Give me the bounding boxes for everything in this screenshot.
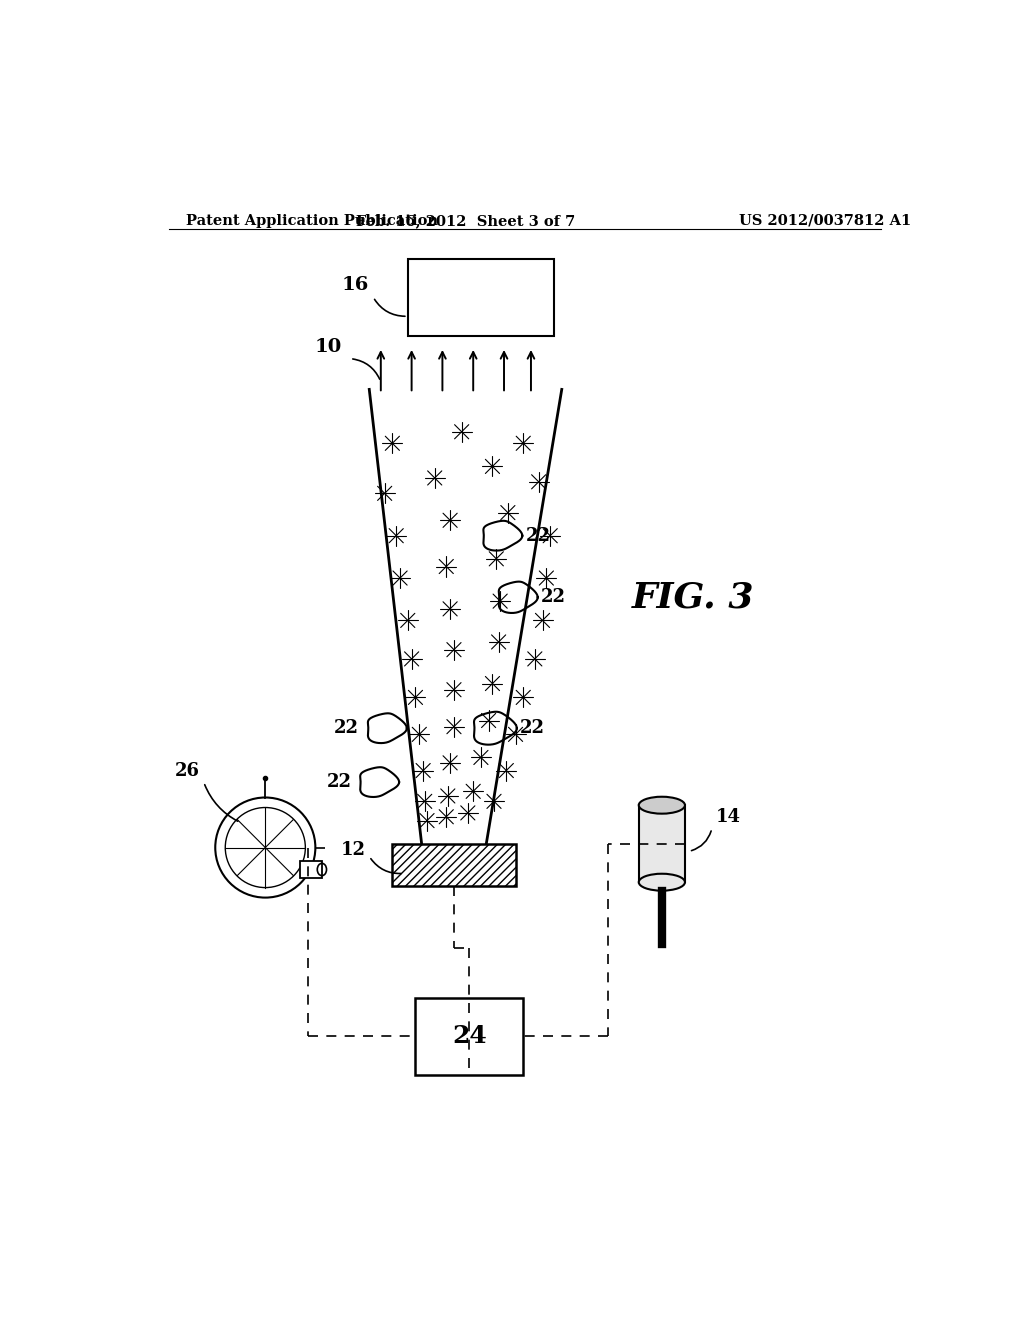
Text: 16: 16	[342, 276, 370, 294]
Text: 22: 22	[334, 719, 359, 737]
Text: 22: 22	[525, 527, 551, 545]
Ellipse shape	[639, 797, 685, 813]
Text: FIG. 3: FIG. 3	[632, 581, 754, 614]
Text: 26: 26	[175, 762, 200, 780]
Text: 10: 10	[315, 338, 342, 356]
Ellipse shape	[639, 874, 685, 891]
Text: 22: 22	[541, 589, 566, 606]
Bar	[416, 998, 523, 1074]
Text: 14: 14	[716, 808, 740, 826]
Text: 24: 24	[452, 1024, 486, 1048]
Text: 22: 22	[520, 719, 545, 737]
Text: US 2012/0037812 A1: US 2012/0037812 A1	[739, 214, 911, 228]
Text: 12: 12	[340, 841, 366, 859]
Bar	[408, 259, 554, 335]
Bar	[300, 861, 322, 878]
Text: Patent Application Publication: Patent Application Publication	[186, 214, 438, 228]
Text: 22: 22	[327, 774, 351, 791]
Text: Feb. 16, 2012  Sheet 3 of 7: Feb. 16, 2012 Sheet 3 of 7	[356, 214, 575, 228]
Bar	[392, 843, 515, 886]
Bar	[639, 805, 685, 882]
